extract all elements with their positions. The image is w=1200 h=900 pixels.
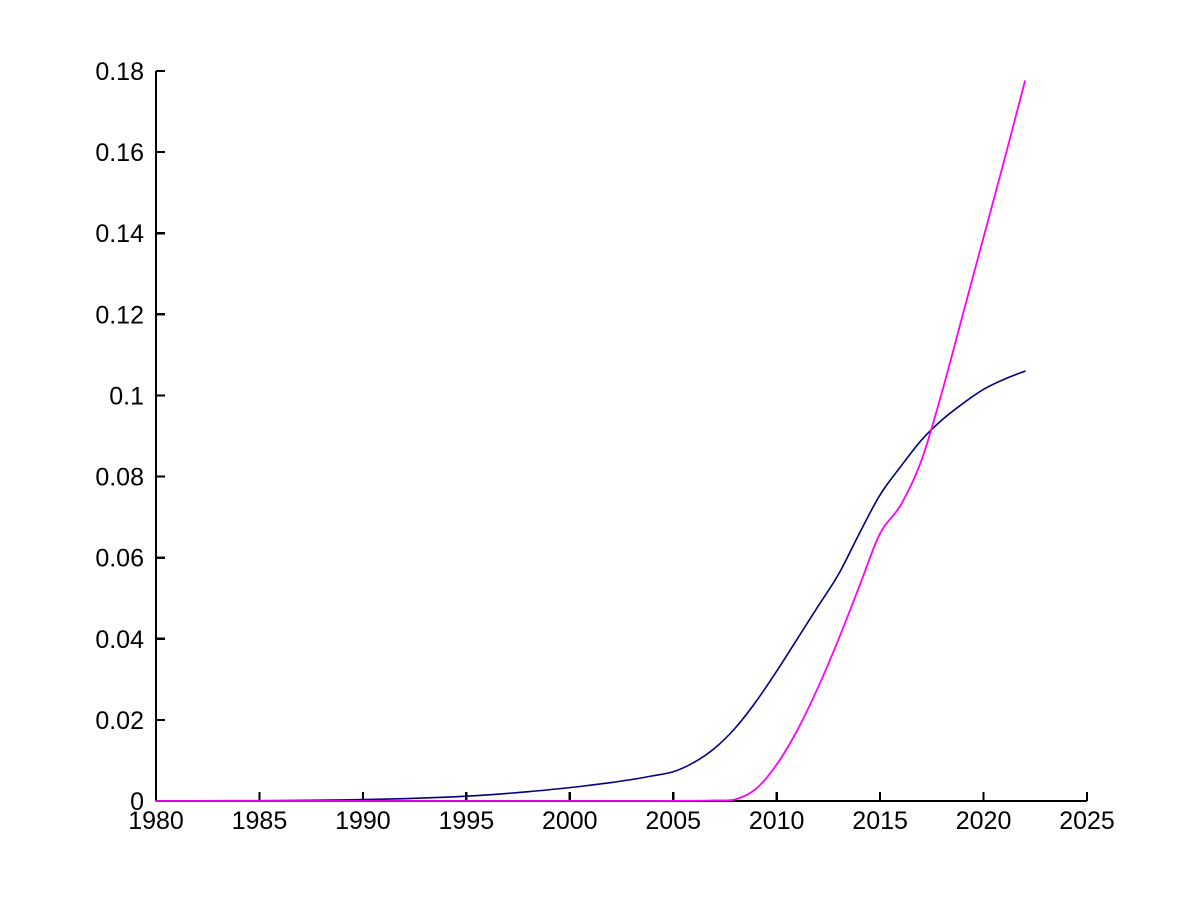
- x-tick-label: 1985: [232, 807, 288, 835]
- x-tick-label: 2025: [1059, 807, 1115, 835]
- y-axis-ticks: 0 0.02 0.04 0.06 0.08 0.1 0.12 0.14 0.16 0.18: [95, 58, 165, 816]
- series-magenta: [155, 80, 1026, 802]
- x-tick-label: 1980: [128, 807, 184, 835]
- y-tick-label: 0.14: [95, 220, 144, 248]
- y-tick-label: 0.1: [109, 382, 144, 410]
- y-tick-label: 0: [130, 788, 144, 816]
- series-navy: [155, 370, 1026, 802]
- x-tick-label: 2000: [542, 807, 598, 835]
- y-tick-label: 0.12: [95, 301, 144, 329]
- data-series-group: [155, 80, 1026, 802]
- y-tick-label: 0.06: [95, 545, 144, 573]
- y-tick-label: 0.02: [95, 707, 144, 735]
- x-tick-label: 2015: [852, 807, 908, 835]
- y-tick-label: 0.16: [95, 139, 144, 167]
- x-tick-label: 1995: [439, 807, 495, 835]
- y-tick-label: 0.18: [95, 58, 144, 86]
- x-tick-label: 1990: [335, 807, 391, 835]
- y-tick-label: 0.08: [95, 464, 144, 492]
- x-tick-label: 2010: [749, 807, 805, 835]
- x-tick-label: 2020: [956, 807, 1012, 835]
- y-tick-label: 0.04: [95, 626, 144, 654]
- axes-group: [154, 71, 1087, 803]
- x-tick-label: 2005: [645, 807, 701, 835]
- x-axis-ticks: 1980 1985 1990 1995 2000 2005 2010 2015 2020 2025: [128, 792, 1115, 835]
